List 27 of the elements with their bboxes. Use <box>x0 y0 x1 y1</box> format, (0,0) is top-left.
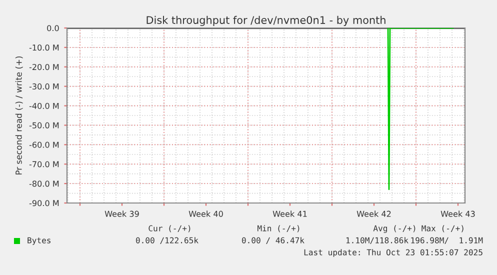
y-tick-label: -70.0 M <box>29 161 59 168</box>
x-tick-label: Week 39 <box>104 210 139 217</box>
x-tick-label: Week 41 <box>272 210 307 217</box>
y-tick-label: 0.0 <box>47 25 59 32</box>
x-tick-label: Week 42 <box>356 210 391 217</box>
y-tick-label: -20.0 M <box>29 64 59 70</box>
legend-label: Bytes <box>28 237 50 245</box>
y-tick-label: -50.0 M <box>29 122 59 128</box>
text: Min (-/+) <box>258 225 300 232</box>
chart-title: Disk throughput for /dev/nvme0n1 - by month <box>146 16 386 26</box>
text: 196.98M/ 1.91M <box>411 237 483 244</box>
text: Last update: Thu Oct 23 01:55:07 2025 <box>304 249 482 257</box>
y-tick-label: -30.0 M <box>29 83 59 90</box>
text: 1.10M/118.86k <box>346 237 408 244</box>
x-tick-label: Week 43 <box>440 210 475 217</box>
y-tick-label: -60.0 M <box>29 142 59 148</box>
y-axis-title: Pr second read (-) / write (+) <box>15 56 23 174</box>
text: Max (-/+) <box>422 225 464 232</box>
y-tick-label: -90.0 M <box>29 200 59 206</box>
x-tick-label: Week 40 <box>188 210 223 217</box>
y-tick-label: -10.0 M <box>29 44 59 51</box>
y-tick-label: -40.0 M <box>29 102 59 109</box>
text: 0.00 / 46.47k <box>242 237 304 244</box>
text: 0.00 /122.65k <box>136 237 198 244</box>
y-tick-label: -80.0 M <box>29 180 59 187</box>
text: Avg (-/+) <box>373 225 416 233</box>
text: Cur (-/+) <box>148 225 190 232</box>
